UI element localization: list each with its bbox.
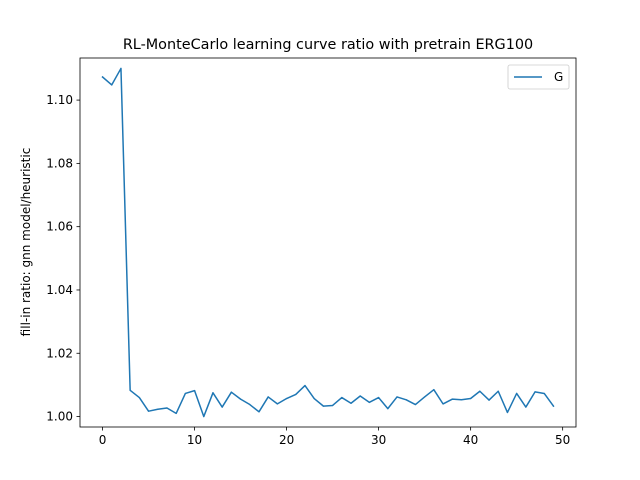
data-point [497,390,499,392]
plot-marks [101,67,555,418]
x-tick-label: 10 [187,433,202,447]
axes-frame [79,57,577,428]
data-point [405,399,407,401]
x-tick-label: 0 [99,433,107,447]
chart-title: RL-MonteCarlo learning curve ratio with … [123,37,533,53]
legend: G [507,64,570,90]
y-axis-label: fill-in ratio: gnn model/heuristic [19,148,33,337]
data-point [506,411,509,414]
data-point [230,391,232,393]
data-point [479,390,481,392]
data-point [276,403,278,405]
data-point [414,403,417,406]
data-point [313,397,315,400]
data-point [350,402,352,404]
legend-label: G [554,70,563,84]
y-tick-label: 1.00 [46,410,73,424]
data-point [249,403,251,406]
data-point [442,403,444,405]
data-point [295,393,297,395]
data-point [267,396,269,398]
data-point [332,404,334,407]
data-point [552,405,555,407]
data-point [322,405,324,407]
data-point [184,392,186,395]
data-point [368,401,371,403]
data-point [285,397,288,400]
data-point [534,391,536,393]
plot-area [80,58,576,427]
data-point [378,396,380,399]
y-tick-label: 1.04 [46,283,73,297]
data-point [101,76,104,78]
data-point [359,395,361,397]
x-tick-label: 30 [371,433,386,447]
data-point [341,396,343,399]
data-point [239,398,242,400]
data-point [387,408,389,410]
data-point [193,390,196,392]
data-point [396,396,398,398]
data-point [516,392,518,395]
data-point [424,396,426,398]
data-point [460,399,463,401]
data-point [470,397,472,400]
x-tick-label: 20 [279,433,294,447]
axes: 0 10 20 30 40 50 1.00 1.02 1.04 1.06 1.08 1.10 [46,57,577,447]
data-point [212,392,214,394]
data-point [166,407,168,409]
data-point [221,406,223,408]
data-point [543,392,545,395]
data-point [111,84,113,86]
y-tick-label: 1.06 [46,220,73,234]
y-tick-label: 1.08 [46,156,73,170]
data-point [258,411,260,413]
data-point [157,408,159,410]
data-point [203,415,205,418]
data-point [304,384,306,387]
data-point [433,389,435,391]
y-tick-label: 1.02 [46,346,73,360]
y-tick-label: 1.10 [46,93,73,107]
data-point [129,389,131,391]
data-point [525,406,527,408]
data-point [488,399,490,401]
x-tick-label: 40 [463,433,478,447]
data-point [175,412,177,414]
series-line-G [101,67,555,418]
data-point [451,398,453,400]
x-tick-label: 50 [555,433,570,447]
data-point [138,396,140,399]
data-point [147,410,150,412]
data-point [120,67,122,70]
